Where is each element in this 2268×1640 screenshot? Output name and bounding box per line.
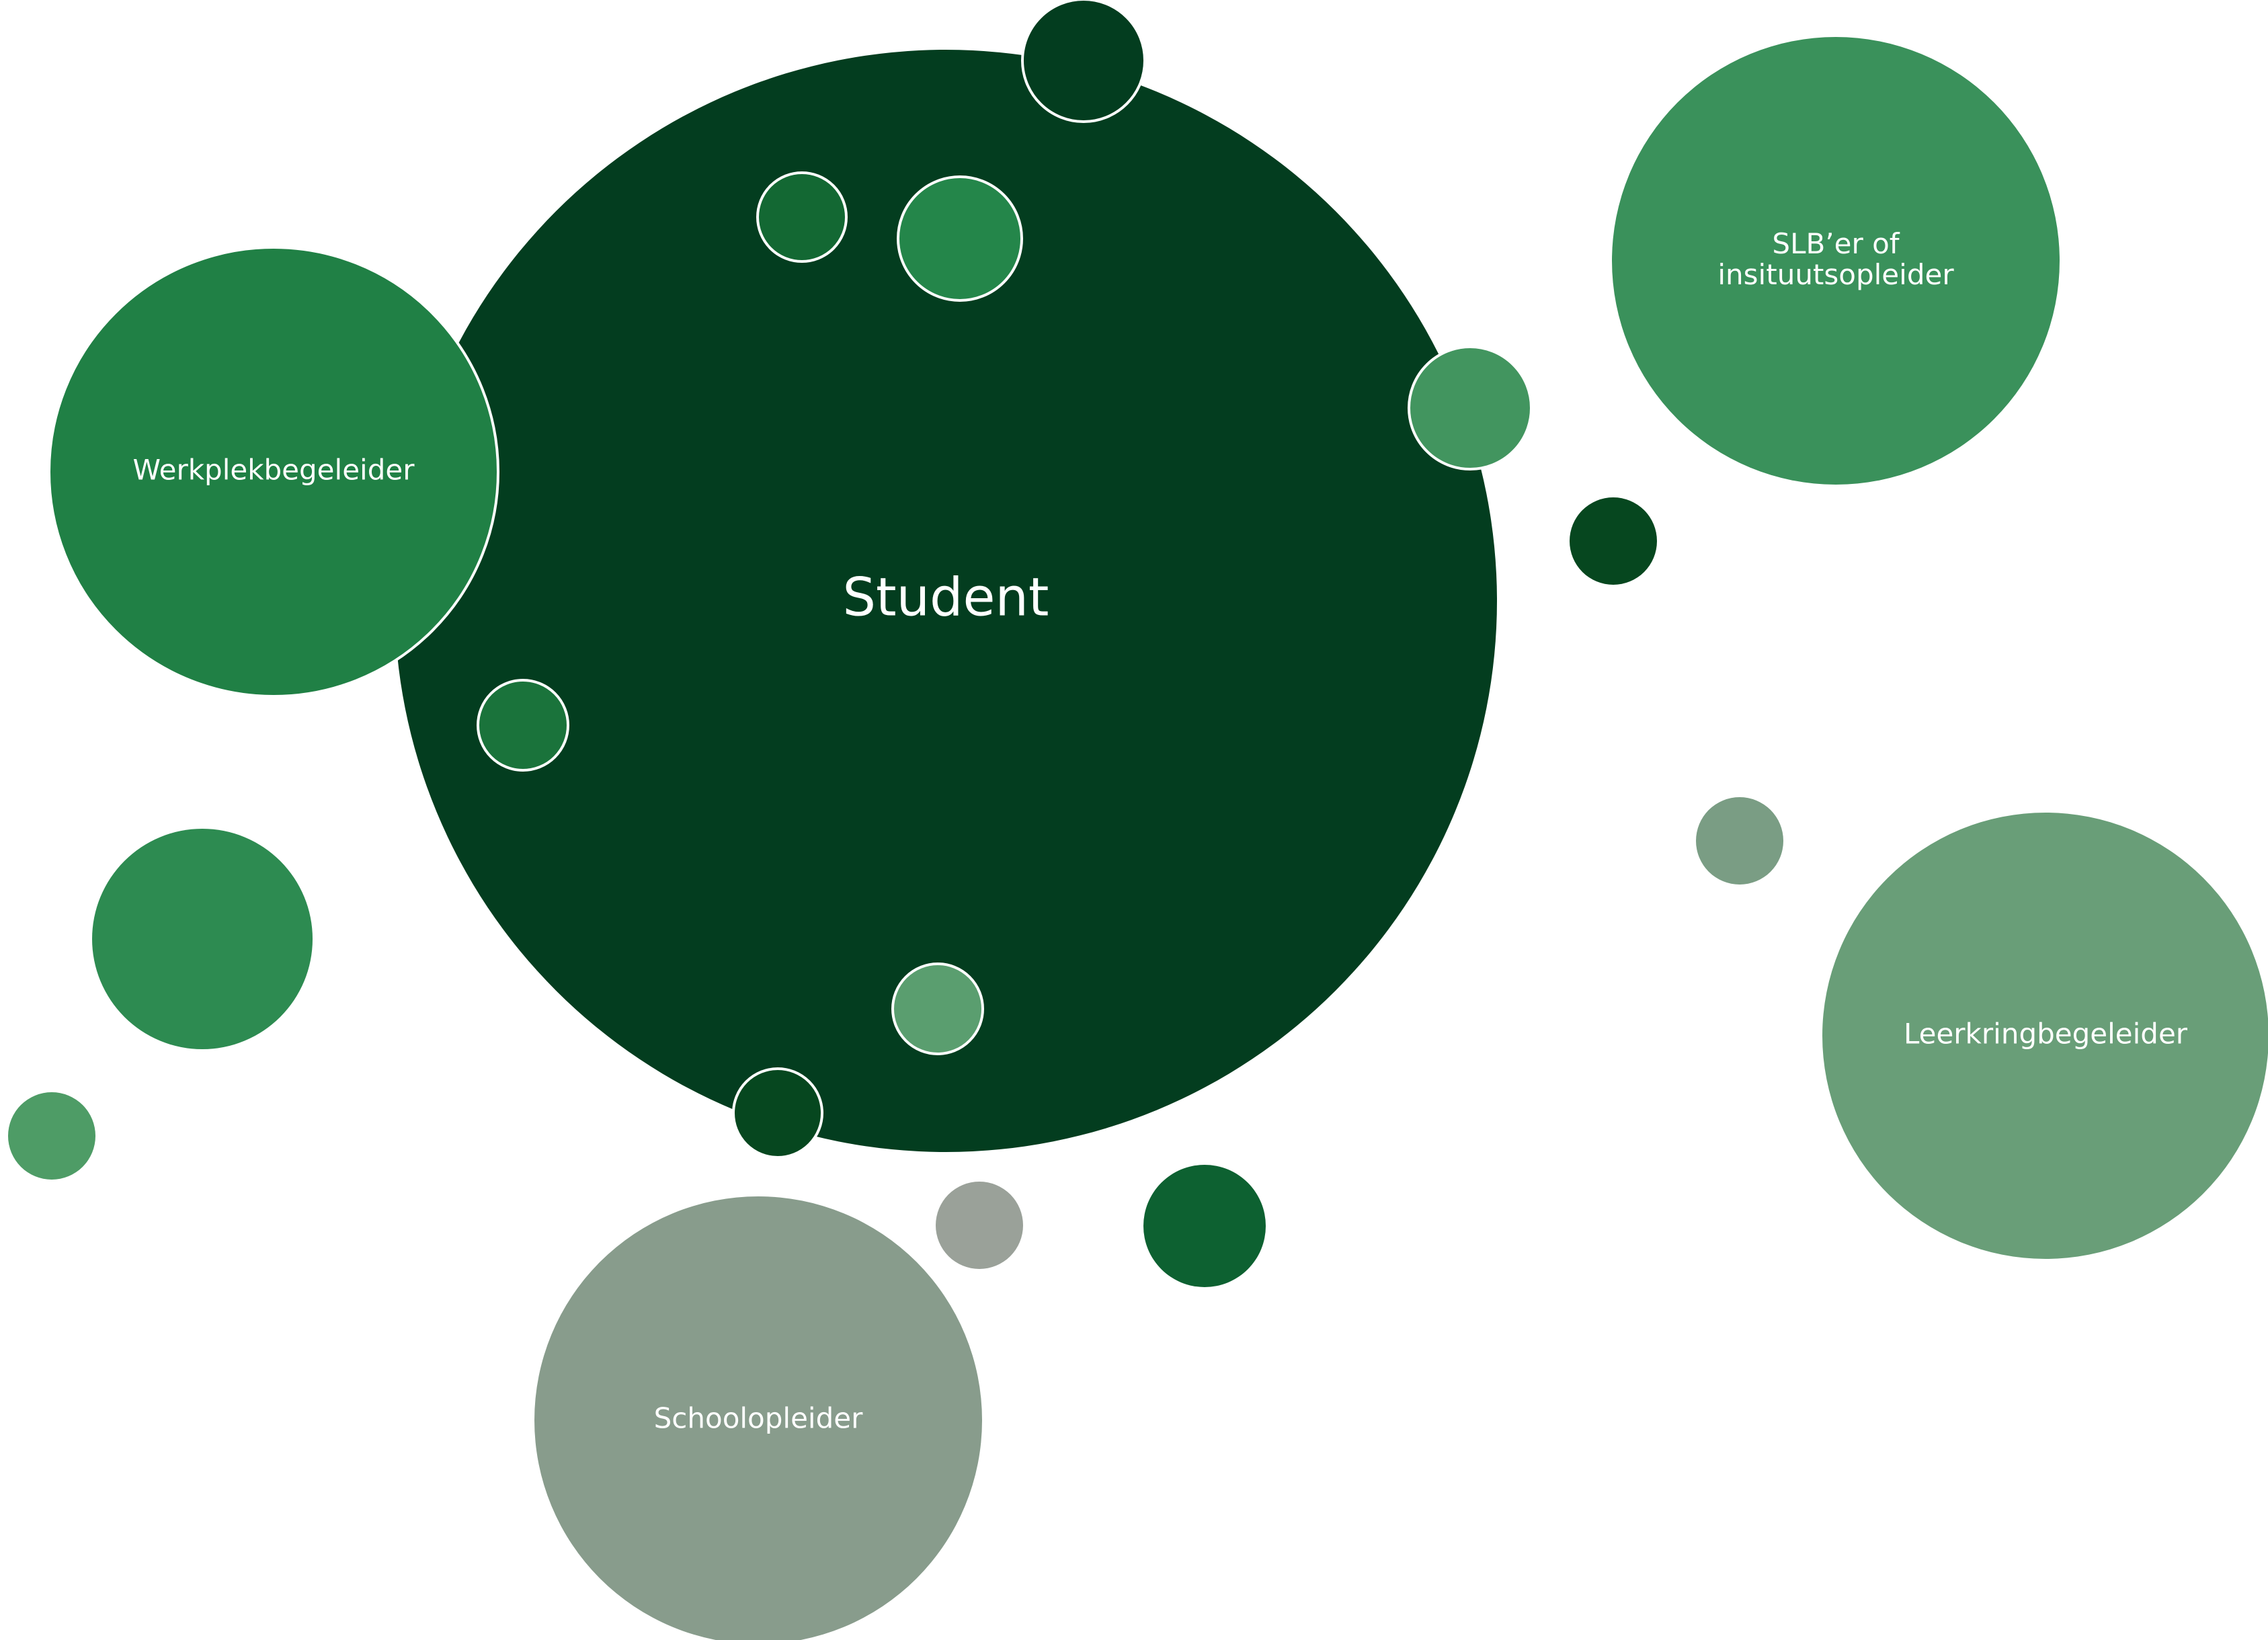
node-schoolopleider-circle: [534, 1196, 982, 1640]
node-schoolopleider-label: Schoolopleider: [654, 1402, 863, 1435]
bubble-top: [1021, 0, 1146, 123]
bubble-inner-center-top: [897, 175, 1023, 302]
bubble-left-medium: [92, 829, 313, 1049]
node-werkplekbegeleider-circle: [48, 246, 499, 698]
node-leerkringbegeleider-circle: [1822, 813, 2268, 1259]
label-line: insituutsopleider: [1717, 258, 1954, 291]
bubble-gray-small: [936, 1182, 1023, 1269]
bubble-right-gray: [1696, 797, 1783, 885]
node-slber: SLB’er of insituutsopleider: [1612, 37, 2060, 485]
node-leerkringbegeleider-label: Leerkringbegeleider: [1904, 1018, 2188, 1051]
node-schoolopleider: Schoolopleider: [534, 1196, 982, 1640]
bubble-inner-left-top: [756, 171, 848, 263]
node-student-label: Student: [842, 567, 1049, 628]
node-student: Student: [395, 50, 1497, 1152]
node-werkplekbegeleider-label: Werkplekbegeleider: [133, 454, 415, 487]
bubble-bottom-dark: [1143, 1165, 1266, 1287]
node-leerkringbegeleider: Leerkringbegeleider: [1822, 813, 2268, 1259]
bubble-right-dark: [1570, 497, 1657, 585]
bubble-inner-left-mid: [477, 679, 569, 772]
node-student-circle: [395, 50, 1497, 1152]
bubble-bottom-edge: [732, 1067, 823, 1159]
node-werkplekbegeleider: Werkplekbegeleider: [48, 246, 499, 698]
label-line: SLB’er of: [1772, 227, 1900, 260]
node-slber-circle: [1612, 37, 2060, 485]
node-slber-label: SLB’er of insituutsopleider: [1717, 227, 1954, 291]
bubble-inner-bottom: [891, 962, 984, 1055]
bubble-left-small: [8, 1092, 95, 1180]
bubble-right-edge: [1408, 345, 1533, 470]
